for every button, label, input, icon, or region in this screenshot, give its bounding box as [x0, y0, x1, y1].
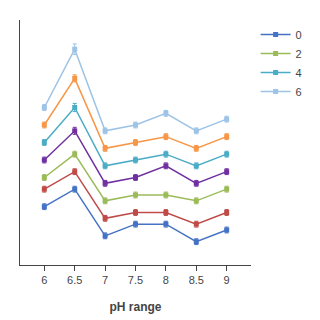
svg-text:4: 4 [296, 67, 302, 79]
svg-text:8: 8 [163, 274, 169, 286]
svg-text:6: 6 [296, 86, 302, 98]
svg-text:0: 0 [296, 29, 302, 41]
svg-text:6: 6 [41, 274, 47, 286]
svg-text:9: 9 [224, 274, 230, 286]
svg-text:8.5: 8.5 [189, 274, 204, 286]
svg-text:7: 7 [102, 274, 108, 286]
svg-text:2: 2 [296, 48, 302, 60]
svg-text:6.5: 6.5 [67, 274, 82, 286]
svg-text:pH range: pH range [109, 300, 161, 314]
svg-text:7.5: 7.5 [128, 274, 143, 286]
